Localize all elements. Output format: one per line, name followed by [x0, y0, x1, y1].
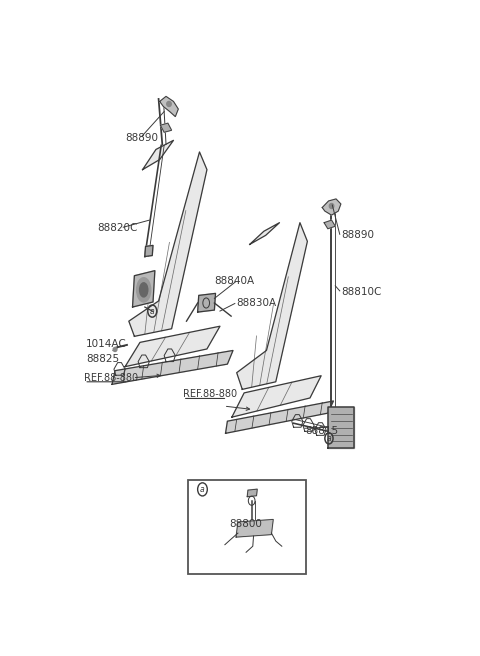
Polygon shape: [112, 350, 233, 384]
Polygon shape: [198, 293, 216, 312]
Text: 88840A: 88840A: [215, 276, 254, 286]
Ellipse shape: [167, 102, 171, 106]
Polygon shape: [237, 222, 307, 390]
Text: 88890: 88890: [125, 133, 158, 143]
Text: 1014AC: 1014AC: [86, 339, 127, 349]
Polygon shape: [236, 520, 273, 537]
Polygon shape: [247, 489, 257, 497]
Polygon shape: [125, 326, 220, 367]
Text: REF.88-880: REF.88-880: [84, 373, 138, 382]
Text: 88815: 88815: [305, 426, 339, 436]
Polygon shape: [143, 140, 173, 170]
Polygon shape: [324, 220, 335, 229]
FancyBboxPatch shape: [188, 480, 305, 574]
Polygon shape: [129, 152, 207, 337]
Text: 88800: 88800: [229, 520, 262, 529]
Polygon shape: [322, 199, 341, 215]
Polygon shape: [132, 271, 155, 307]
Text: a: a: [150, 306, 155, 316]
Polygon shape: [226, 401, 334, 434]
Text: REF.88-880: REF.88-880: [183, 390, 237, 400]
Text: 88820C: 88820C: [97, 223, 138, 233]
Ellipse shape: [137, 277, 151, 302]
Ellipse shape: [140, 283, 148, 297]
Text: a: a: [200, 485, 205, 494]
Text: a: a: [327, 434, 331, 443]
Ellipse shape: [329, 203, 334, 209]
Polygon shape: [232, 376, 321, 417]
Text: 88890: 88890: [341, 230, 374, 240]
Text: 88810C: 88810C: [341, 287, 381, 297]
Polygon shape: [250, 222, 279, 245]
Ellipse shape: [113, 348, 117, 352]
Polygon shape: [328, 407, 354, 449]
Text: 88830A: 88830A: [237, 298, 277, 308]
Polygon shape: [160, 96, 178, 117]
Polygon shape: [160, 123, 172, 133]
Polygon shape: [145, 245, 153, 256]
Text: 88825: 88825: [86, 354, 119, 364]
